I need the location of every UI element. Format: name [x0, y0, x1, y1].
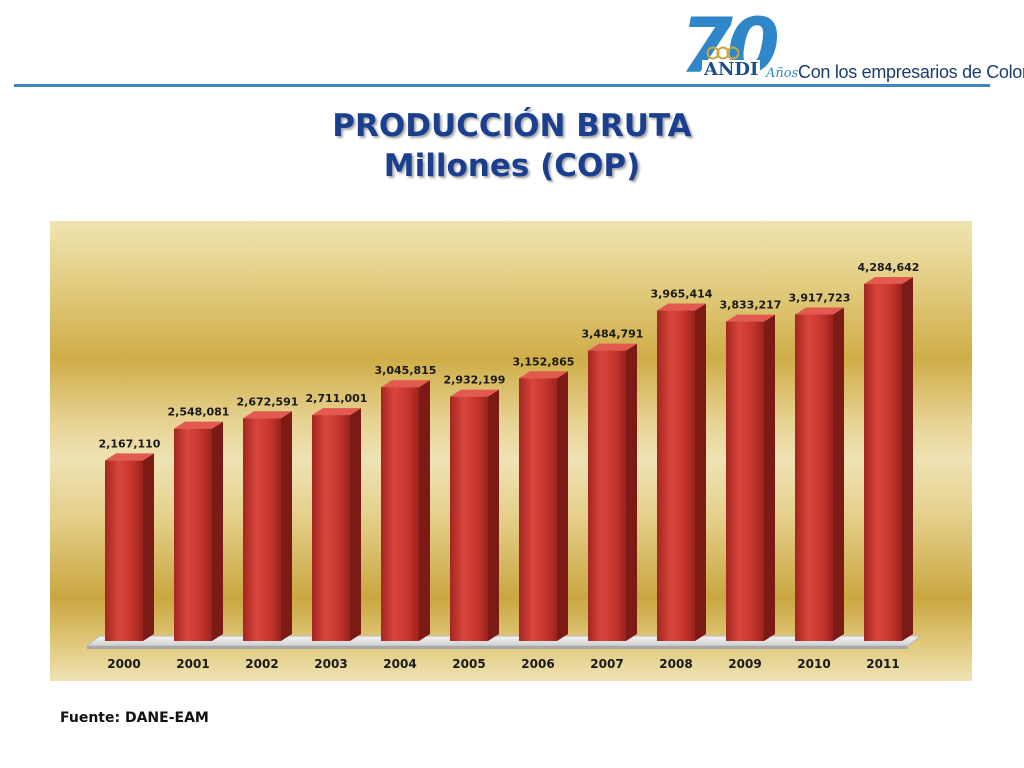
data-label-2000: 2,167,110: [99, 437, 161, 450]
bar-2008: [657, 303, 706, 641]
bar-2000: [105, 453, 154, 641]
x-tick-2010: 2010: [797, 657, 830, 671]
bar-2001: [174, 421, 223, 641]
bar-front: [243, 418, 281, 641]
x-tick-2000: 2000: [107, 657, 140, 671]
bar-2006: [519, 371, 568, 641]
bar-front: [174, 428, 212, 641]
bar-front: [657, 310, 695, 641]
data-label-2004: 3,045,815: [375, 364, 437, 377]
bar-front: [726, 321, 764, 641]
bar-side: [902, 276, 913, 641]
bar-top: [795, 307, 844, 315]
bar-2005: [450, 389, 499, 641]
data-label-2006: 3,152,865: [513, 355, 575, 368]
bar-2003: [312, 408, 361, 641]
data-label-2007: 3,484,791: [582, 328, 644, 341]
bar-front: [105, 460, 143, 641]
data-label-2005: 2,932,199: [444, 374, 506, 387]
logo-rings-icon: [706, 46, 740, 60]
bar-2009: [726, 314, 775, 641]
bar-2004: [381, 380, 430, 641]
bar-side: [143, 453, 154, 641]
x-tick-2006: 2006: [521, 657, 554, 671]
data-label-2002: 2,672,591: [237, 395, 299, 408]
bar-front: [864, 283, 902, 641]
chart-floor-edge: [87, 646, 908, 649]
bar-top: [657, 303, 706, 311]
bar-top: [105, 453, 154, 461]
bar-side: [281, 411, 292, 641]
x-tick-2001: 2001: [176, 657, 209, 671]
chart-panel: 2,167,110 2,548,081 2,672,591 2,711,001 3,04…: [50, 221, 972, 681]
title-line-2: Millones (COP): [383, 148, 641, 184]
bar-side: [350, 408, 361, 641]
bar-side: [557, 371, 568, 641]
x-tick-2004: 2004: [383, 657, 416, 671]
logo-andi: ANDI: [702, 59, 761, 80]
bar-top: [312, 408, 361, 416]
bar-side: [833, 307, 844, 641]
bar-front: [795, 314, 833, 641]
x-tick-2002: 2002: [245, 657, 278, 671]
data-label-2011: 4,284,642: [858, 261, 920, 274]
bar-top: [588, 343, 637, 351]
bar-top: [450, 389, 499, 397]
bar-top: [381, 380, 430, 388]
bar-2007: [588, 343, 637, 641]
logo-anos: Años: [766, 66, 799, 81]
x-tick-2007: 2007: [590, 657, 623, 671]
data-label-2008: 3,965,414: [651, 288, 713, 301]
bar-2011: [864, 276, 913, 641]
bar-top: [174, 421, 223, 429]
andi-70-logo: 70 ANDI Años Con los empresarios de Colo…: [680, 8, 1024, 84]
bar-top: [864, 276, 913, 284]
bar-top: [519, 371, 568, 379]
bar-front: [381, 387, 419, 641]
bar-side: [212, 421, 223, 641]
x-tick-2009: 2009: [728, 657, 761, 671]
bar-side: [419, 380, 430, 641]
bar-side: [488, 389, 499, 641]
data-label-2001: 2,548,081: [168, 406, 230, 419]
bar-top: [726, 314, 775, 322]
x-tick-2005: 2005: [452, 657, 485, 671]
title-line-1: PRODUCCIÓN BRUTA: [332, 108, 692, 144]
bar-side: [695, 303, 706, 641]
bar-front: [519, 378, 557, 641]
data-label-2003: 2,711,001: [306, 392, 368, 405]
data-label-2010: 3,917,723: [789, 292, 851, 305]
slide-title: PRODUCCIÓN BRUTA Millones (COP): [0, 106, 1024, 186]
logo-tagline: Con los empresarios de Colombia: [798, 62, 1024, 82]
x-tick-2011: 2011: [866, 657, 899, 671]
data-label-2009: 3,833,217: [720, 299, 782, 312]
bar-chart: 2,167,110 2,548,081 2,672,591 2,711,001 3,04…: [85, 261, 922, 671]
x-tick-2008: 2008: [659, 657, 692, 671]
bar-side: [626, 343, 637, 641]
bar-front: [450, 396, 488, 641]
bar-top: [243, 411, 292, 419]
x-tick-2003: 2003: [314, 657, 347, 671]
bar-front: [588, 350, 626, 641]
bar-2010: [795, 307, 844, 641]
bar-front: [312, 415, 350, 641]
bar-side: [764, 314, 775, 641]
bar-2002: [243, 411, 292, 641]
header-rule: [14, 84, 990, 87]
source-note: Fuente: DANE-EAM: [60, 710, 209, 726]
